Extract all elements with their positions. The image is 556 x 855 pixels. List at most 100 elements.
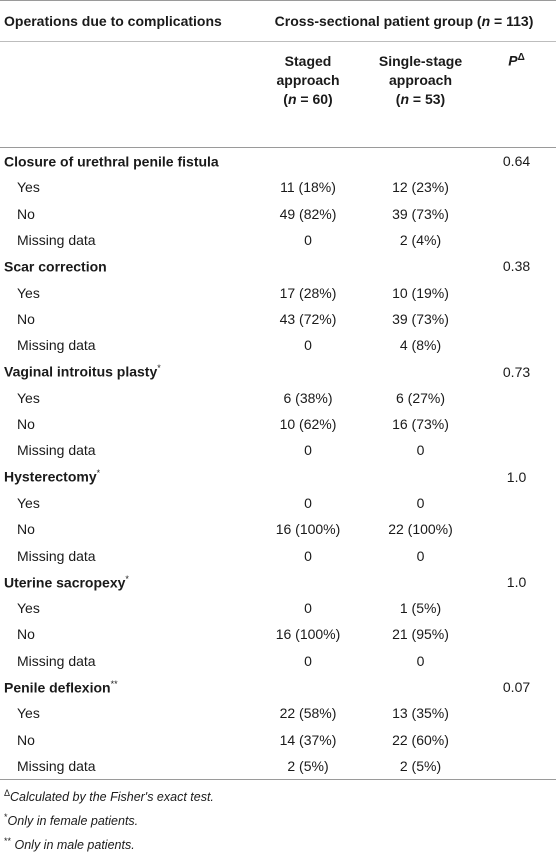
single-stage-value: 2 (4%) — [399, 232, 442, 249]
complications-table: Operations due to complications Cross-se… — [0, 0, 556, 781]
p-value: 0.38 — [502, 258, 531, 275]
category-label: Hysterectomy* — [4, 468, 101, 486]
table-row: Yes 0 0 — [0, 490, 556, 516]
p-blank — [477, 727, 556, 753]
header-row-2: Staged approach (n = 60) Single-stage ap… — [0, 41, 556, 148]
single-stage-value: 6 (27%) — [395, 389, 446, 406]
category-blank — [364, 464, 477, 490]
category-blank — [364, 358, 477, 384]
header-patient-group: Cross-sectional patient group (n = 113) — [252, 0, 556, 42]
staged-value: 0 — [304, 547, 312, 564]
table-row: Missing data 0 0 — [0, 437, 556, 463]
single-stage-value: 13 (35%) — [392, 705, 449, 722]
category-blank — [252, 569, 364, 595]
table-row: Yes 0 1 (5%) — [0, 595, 556, 621]
p-value: 1.0 — [506, 468, 527, 485]
row-label: No — [17, 731, 35, 748]
single-stage-value: 0 — [416, 547, 425, 564]
category-blank — [364, 253, 477, 279]
row-label: No — [17, 416, 35, 433]
header-row-1: Operations due to complications Cross-se… — [0, 0, 556, 42]
footnote-female: *Only in female patients. — [4, 812, 139, 829]
table-row: No 43 (72%) 39 (73%) — [0, 306, 556, 332]
staged-value: 0 — [304, 442, 312, 459]
table-body: Closure of urethral penile fistula 0.64 Ye… — [0, 148, 556, 781]
staged-value: 16 (100%) — [275, 521, 341, 538]
staged-value: 16 (100%) — [275, 626, 341, 643]
table-row: Missing data 0 0 — [0, 648, 556, 674]
header-staged: Staged approach (n = 60) — [252, 41, 364, 148]
p-blank — [477, 542, 556, 568]
p-blank — [477, 437, 556, 463]
category-blank — [364, 674, 477, 700]
p-blank — [477, 595, 556, 621]
row-label: Missing data — [17, 652, 96, 669]
table-row: No 49 (82%) 39 (73%) — [0, 201, 556, 227]
table-row: Missing data 2 (5%) 2 (5%) — [0, 752, 556, 781]
header-operations: Operations due to complications — [0, 0, 252, 42]
row-label: No — [17, 310, 35, 327]
table-row: No 16 (100%) 22 (100%) — [0, 516, 556, 542]
table-row: Yes 22 (58%) 13 (35%) — [0, 700, 556, 726]
category-blank — [252, 464, 364, 490]
p-blank — [477, 279, 556, 305]
single-stage-value: 4 (8%) — [399, 337, 442, 354]
category-label: Penile deflexion** — [4, 678, 118, 696]
staged-value: 22 (58%) — [279, 705, 337, 722]
p-blank — [477, 490, 556, 516]
single-stage-value: 12 (23%) — [392, 179, 449, 196]
single-stage-value: 1 (5%) — [399, 600, 442, 617]
single-stage-value: 22 (60%) — [392, 731, 449, 748]
row-label: Yes — [17, 179, 40, 196]
p-blank — [477, 227, 556, 253]
p-blank — [477, 332, 556, 358]
p-blank — [477, 306, 556, 332]
row-label: Missing data — [17, 232, 96, 249]
p-value: 0.73 — [502, 363, 531, 380]
row-label: Missing data — [17, 337, 96, 354]
footnote-male: ** Only in male patients. — [4, 836, 135, 853]
table-row: Yes 6 (38%) 6 (27%) — [0, 385, 556, 411]
table-row: No 10 (62%) 16 (73%) — [0, 411, 556, 437]
p-value: 1.0 — [506, 573, 527, 590]
staged-value: 0 — [304, 495, 312, 511]
row-label: Missing data — [17, 442, 96, 459]
single-stage-value: 10 (19%) — [392, 284, 449, 301]
category-row: Penile deflexion** 0.07 — [0, 674, 556, 700]
row-label: Yes — [17, 495, 40, 511]
staged-value: 43 (72%) — [279, 310, 337, 327]
staged-value: 10 (62%) — [279, 416, 337, 433]
single-stage-value: 0 — [416, 442, 425, 459]
p-value: 0.07 — [502, 679, 531, 696]
category-blank — [364, 148, 477, 175]
category-row: Scar correction 0.38 — [0, 253, 556, 279]
staged-value: 14 (37%) — [279, 731, 337, 748]
category-row: Closure of urethral penile fistula 0.64 — [0, 148, 556, 175]
table-row: No 16 (100%) 21 (95%) — [0, 621, 556, 647]
table-row: Missing data 0 0 — [0, 542, 556, 568]
staged-value: 11 (18%) — [280, 179, 336, 196]
category-label: Scar correction — [4, 258, 107, 275]
row-label: No — [17, 205, 35, 222]
category-label: Uterine sacropexy* — [4, 573, 129, 591]
row-label: No — [17, 521, 35, 538]
staged-value: 6 (38%) — [283, 389, 333, 406]
row-label: Missing data — [0, 752, 252, 781]
header-blank — [0, 41, 252, 148]
p-value: 0.64 — [502, 153, 531, 170]
row-label: Missing data — [17, 547, 96, 564]
staged-value: 2 (5%) — [252, 752, 364, 781]
row-label: Yes — [17, 705, 40, 722]
row-label: Yes — [17, 284, 40, 301]
single-stage-value: 0 — [416, 652, 425, 669]
table-row: Missing data 0 2 (4%) — [0, 227, 556, 253]
staged-value: 49 (82%) — [279, 205, 337, 222]
header-p-value: PΔ — [477, 41, 556, 148]
table-row: No 14 (37%) 22 (60%) — [0, 727, 556, 753]
p-blank — [477, 411, 556, 437]
category-blank — [252, 358, 364, 384]
category-row: Uterine sacropexy* 1.0 — [0, 569, 556, 595]
category-row: Hysterectomy* 1.0 — [0, 464, 556, 490]
row-label: No — [17, 626, 35, 643]
